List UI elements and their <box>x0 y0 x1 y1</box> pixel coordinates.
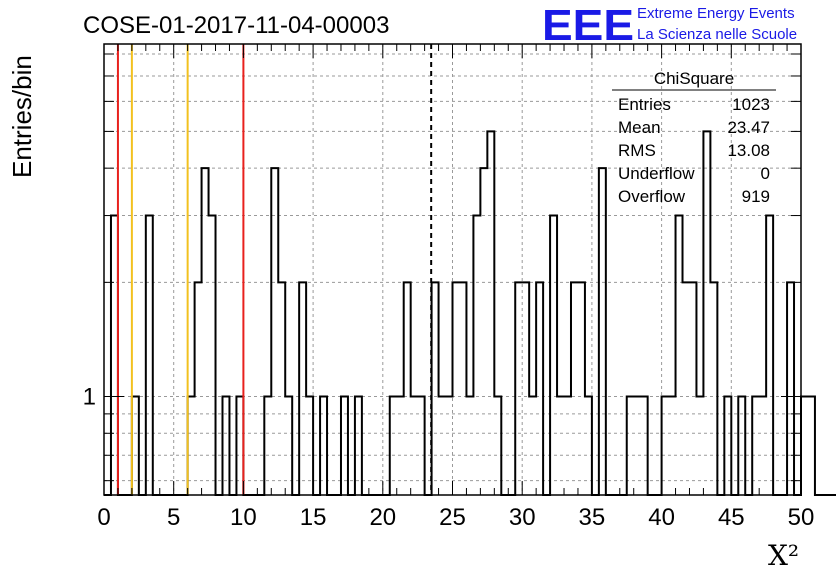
y-tick-label: 1 <box>83 384 96 411</box>
logo-line-2: La Scienza nelle Scuole <box>637 26 797 43</box>
x-tick-label: 45 <box>718 504 745 531</box>
histogram-bin <box>676 216 683 495</box>
x-tick-label: 40 <box>648 504 675 531</box>
stats-value-underflow: 0 <box>761 164 770 183</box>
stats-title: ChiSquare <box>654 69 734 88</box>
stats-label-overflow: Overflow <box>618 187 686 206</box>
marker-lines <box>116 44 433 495</box>
histogram-bars <box>104 130 836 496</box>
histogram-bin <box>111 216 118 495</box>
stats-label-underflow: Underflow <box>618 164 695 183</box>
x-tick-label: 5 <box>167 504 180 531</box>
stats-box: ChiSquare Entries 1023 Mean 23.47 RMS 13… <box>612 69 776 206</box>
histogram-outline <box>104 130 836 496</box>
stats-value-entries: 1023 <box>732 95 770 114</box>
histogram-bin <box>689 282 696 495</box>
stats-value-overflow: 919 <box>742 187 770 206</box>
x-tick-label: 15 <box>300 504 327 531</box>
histogram-bin <box>278 282 285 495</box>
histogram-bin <box>808 397 815 495</box>
stats-value-rms: 13.08 <box>727 141 770 160</box>
histogram-bin <box>787 282 794 495</box>
histogram-bin <box>453 282 460 495</box>
stats-label-mean: Mean <box>618 118 661 137</box>
histogram-bin <box>146 216 153 495</box>
axis-ticks: 0 5 10 15 20 25 30 35 40 45 50 1 <box>83 44 815 531</box>
histogram-bin <box>578 282 585 495</box>
histogram-bin <box>515 282 522 495</box>
x-tick-label: 0 <box>97 504 110 531</box>
histogram-bin <box>522 282 529 495</box>
stats-label-entries: Entries <box>618 95 671 114</box>
logo-line-1: Extreme Energy Events <box>637 5 795 22</box>
grid <box>104 44 801 495</box>
histogram-bin <box>710 282 717 495</box>
histogram-bin <box>459 282 466 495</box>
histogram-bin <box>550 216 557 495</box>
x-tick-label: 30 <box>509 504 536 531</box>
histogram-bin <box>801 397 808 495</box>
x-tick-label: 10 <box>230 504 257 531</box>
y-axis-label: Entries/bin <box>7 55 37 178</box>
x-tick-label: 50 <box>788 504 815 531</box>
histogram-bin <box>202 168 209 495</box>
histogram-bin <box>599 168 606 495</box>
histogram-bin <box>683 282 690 495</box>
histogram-bin <box>299 282 306 495</box>
stats-label-rms: RMS <box>618 141 656 160</box>
eee-logo: EEE <box>542 1 634 50</box>
histogram-bin <box>703 131 710 495</box>
histogram-bin <box>766 216 773 495</box>
histogram-bin <box>571 282 578 495</box>
histogram-bin <box>271 168 278 495</box>
histogram-bin <box>473 216 480 495</box>
x-tick-label: 20 <box>369 504 396 531</box>
histogram-bin <box>536 282 543 495</box>
histogram-bin <box>195 282 202 495</box>
x-tick-label: 25 <box>439 504 466 531</box>
histogram-bin <box>404 282 411 495</box>
x-axis-label: X² <box>768 539 799 572</box>
histogram-bin <box>432 282 439 495</box>
histogram-bin <box>487 131 494 495</box>
histogram-bin <box>480 168 487 495</box>
run-title: COSE-01-2017-11-04-00003 <box>83 12 389 39</box>
stats-value-mean: 23.47 <box>727 118 770 137</box>
histogram-bin <box>209 216 216 495</box>
x-tick-label: 35 <box>579 504 606 531</box>
